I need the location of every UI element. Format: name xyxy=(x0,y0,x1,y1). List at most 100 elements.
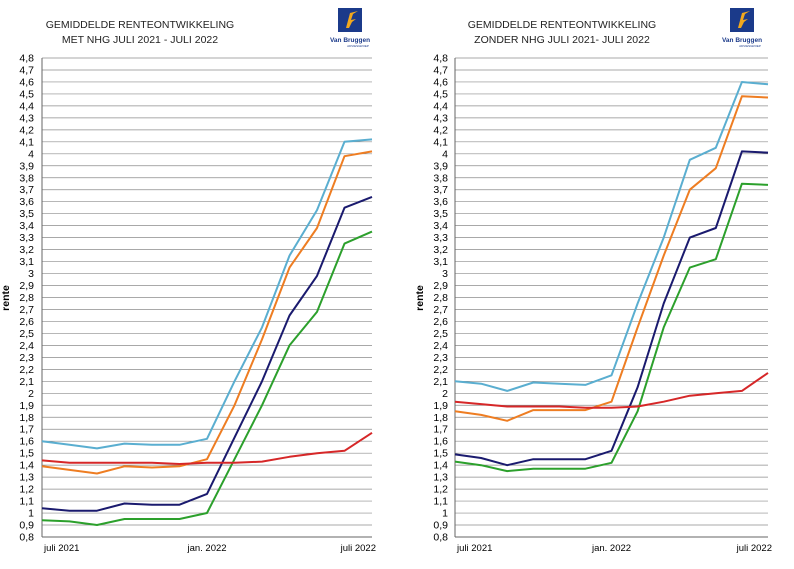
y-tick-label: 4,7 xyxy=(433,64,448,76)
y-tick-label: 1,8 xyxy=(19,412,34,424)
y-tick-label: 1,4 xyxy=(19,460,34,472)
series-line-donkerblauw xyxy=(454,150,769,467)
y-tick-label: 2,4 xyxy=(433,340,448,352)
y-tick-label: 2,8 xyxy=(19,292,34,304)
y-tick-label: 0,9 xyxy=(433,520,448,532)
y-tick-label: 3,4 xyxy=(433,220,448,232)
y-tick-label: 3,3 xyxy=(19,232,34,244)
y-tick-label: 3,3 xyxy=(433,232,448,244)
y-tick-label: 0,9 xyxy=(19,520,34,532)
y-tick-label: 2,1 xyxy=(19,376,34,388)
y-tick-label: 2,5 xyxy=(433,328,448,340)
y-tick-label: 3,5 xyxy=(19,208,34,220)
chart2-y-label: rente xyxy=(414,285,426,311)
y-tick-label: 1,8 xyxy=(433,412,448,424)
y-tick-label: 1,9 xyxy=(19,400,34,412)
logo-fj-icon xyxy=(738,11,750,28)
y-tick-label: 4,3 xyxy=(19,112,34,124)
x-tick-label: juli 2022 xyxy=(340,543,376,554)
y-tick-label: 2,7 xyxy=(19,304,34,316)
y-tick-label: 3,9 xyxy=(19,160,34,172)
x-tick-label: juli 2021 xyxy=(43,543,79,554)
y-tick-label: 1,1 xyxy=(433,496,448,508)
y-tick-label: 3 xyxy=(442,268,448,280)
y-tick-label: 4,6 xyxy=(433,76,448,88)
y-tick-label: 2,9 xyxy=(433,280,448,292)
series-line-donkerblauw xyxy=(41,195,373,512)
y-tick-label: 2,6 xyxy=(19,316,34,328)
y-tick-label: 3,6 xyxy=(433,196,448,208)
logo-fj-icon xyxy=(346,11,358,28)
y-tick-label: 1 xyxy=(442,508,448,520)
y-tick-label: 3,1 xyxy=(19,256,34,268)
x-tick-label: jan. 2022 xyxy=(591,543,631,554)
y-tick-label: 1,7 xyxy=(433,424,448,436)
y-tick-label: 4 xyxy=(28,148,34,160)
y-tick-label: 4,8 xyxy=(19,53,34,65)
y-tick-label: 4 xyxy=(442,148,448,160)
y-tick-label: 2,9 xyxy=(19,280,34,292)
y-tick-label: 1,7 xyxy=(19,424,34,436)
series-line-rood xyxy=(454,372,769,409)
y-tick-label: 0,8 xyxy=(19,532,34,544)
y-tick-label: 2,3 xyxy=(433,352,448,364)
logo-brand-right: Van Bruggen xyxy=(722,37,762,44)
y-tick-label: 4,2 xyxy=(19,124,34,136)
y-tick-label: 2 xyxy=(442,388,448,400)
x-tick-label: juli 2022 xyxy=(736,543,772,554)
logo-brand-left: Van Bruggen xyxy=(330,37,370,44)
brand-logo-left: Van Bruggen ADVIESGROEP xyxy=(330,8,370,48)
y-tick-label: 3,7 xyxy=(19,184,34,196)
y-tick-label: 2 xyxy=(28,388,34,400)
y-tick-label: 0,8 xyxy=(433,532,448,544)
chart1-title-line2: MET NHG JULI 2021 - JULI 2022 xyxy=(62,34,218,46)
y-tick-label: 4,6 xyxy=(19,76,34,88)
y-tick-label: 4,3 xyxy=(433,112,448,124)
x-tick-label: juli 2021 xyxy=(456,543,492,554)
y-tick-label: 4,5 xyxy=(19,88,34,100)
y-tick-label: 4,7 xyxy=(19,64,34,76)
logo-sub-right: ADVIESGROEP xyxy=(739,44,761,48)
y-tick-label: 1,5 xyxy=(19,448,34,460)
y-tick-label: 3,7 xyxy=(433,184,448,196)
chart1-title-line1: GEMIDDELDE RENTEONTWIKKELING xyxy=(46,19,234,31)
series-line-oranje xyxy=(454,95,769,422)
y-tick-label: 4,4 xyxy=(433,100,448,112)
y-tick-label: 1,3 xyxy=(19,472,34,484)
x-tick-label: jan. 2022 xyxy=(186,543,226,554)
series-line-lichtblauw xyxy=(454,81,769,392)
series-line-lichtblauw xyxy=(41,138,373,450)
chart1-plot: 0,80,911,11,21,31,41,51,61,71,81,922,12,… xyxy=(19,53,376,555)
chart1-y-label: rente xyxy=(0,285,12,311)
chart2-title-line2: ZONDER NHG JULI 2021- JULI 2022 xyxy=(474,34,650,46)
y-tick-label: 3 xyxy=(28,268,34,280)
y-tick-label: 4,1 xyxy=(433,136,448,148)
y-tick-label: 1,6 xyxy=(433,436,448,448)
y-tick-label: 2,7 xyxy=(433,304,448,316)
series-line-groen xyxy=(454,182,769,473)
series-line-groen xyxy=(41,230,373,526)
y-tick-label: 3,5 xyxy=(433,208,448,220)
y-tick-label: 4,4 xyxy=(19,100,34,112)
y-tick-label: 1,3 xyxy=(433,472,448,484)
y-tick-label: 3,8 xyxy=(433,172,448,184)
y-tick-label: 3,8 xyxy=(19,172,34,184)
y-tick-label: 4,8 xyxy=(433,53,448,65)
y-tick-label: 3,4 xyxy=(19,220,34,232)
y-tick-label: 2,1 xyxy=(433,376,448,388)
brand-logo-right: Van Bruggen ADVIESGROEP xyxy=(722,8,762,48)
y-tick-label: 3,1 xyxy=(433,256,448,268)
y-tick-label: 2,2 xyxy=(433,364,448,376)
y-tick-label: 3,6 xyxy=(19,196,34,208)
y-tick-label: 4,2 xyxy=(433,124,448,136)
y-tick-label: 3,2 xyxy=(433,244,448,256)
logo-sub-left: ADVIESGROEP xyxy=(347,44,369,48)
y-tick-label: 2,5 xyxy=(19,328,34,340)
series-line-oranje xyxy=(41,150,373,475)
y-tick-label: 3,2 xyxy=(19,244,34,256)
y-tick-label: 2,2 xyxy=(19,364,34,376)
y-tick-label: 4,1 xyxy=(19,136,34,148)
y-tick-label: 1,1 xyxy=(19,496,34,508)
y-tick-label: 1 xyxy=(28,508,34,520)
